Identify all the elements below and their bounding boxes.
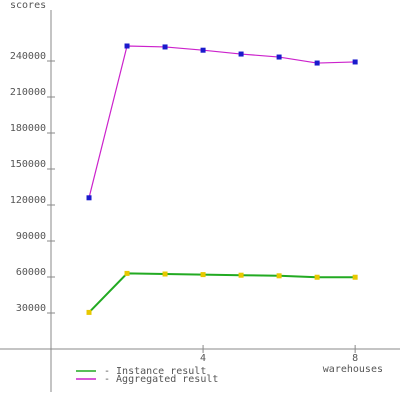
point-marker <box>162 44 168 50</box>
series-line <box>88 272 356 314</box>
y-axis-label: scores <box>10 0 46 11</box>
y-tick-label: 240000 <box>10 51 46 62</box>
point-marker <box>162 271 168 277</box>
point-marker <box>86 195 92 201</box>
point-marker <box>276 54 282 60</box>
point-marker <box>276 273 282 279</box>
point-marker <box>314 60 320 66</box>
legend-label: - Aggregated result <box>104 374 218 385</box>
point-marker <box>238 51 244 57</box>
series-line <box>88 45 356 198</box>
x-tick-label: 4 <box>200 353 206 364</box>
y-tick-label: 150000 <box>10 159 46 170</box>
legend-label: - Instance result <box>104 366 206 377</box>
point-marker <box>200 272 206 278</box>
point-marker <box>238 272 244 278</box>
x-tick-label: 8 <box>352 353 358 364</box>
point-marker <box>352 59 358 65</box>
point-marker <box>86 309 92 315</box>
x-axis-label: warehouses <box>323 364 383 375</box>
point-marker <box>124 270 130 276</box>
y-tick-label: 120000 <box>10 195 46 206</box>
point-marker <box>352 274 358 280</box>
point-marker <box>200 47 206 53</box>
point-marker <box>314 274 320 280</box>
y-tick-label: 60000 <box>16 267 46 278</box>
y-tick-label: 210000 <box>10 87 46 98</box>
y-tick-label: 180000 <box>10 123 46 134</box>
y-tick-label: 90000 <box>16 231 46 242</box>
point-marker <box>124 43 130 49</box>
y-tick-label: 30000 <box>16 303 46 314</box>
